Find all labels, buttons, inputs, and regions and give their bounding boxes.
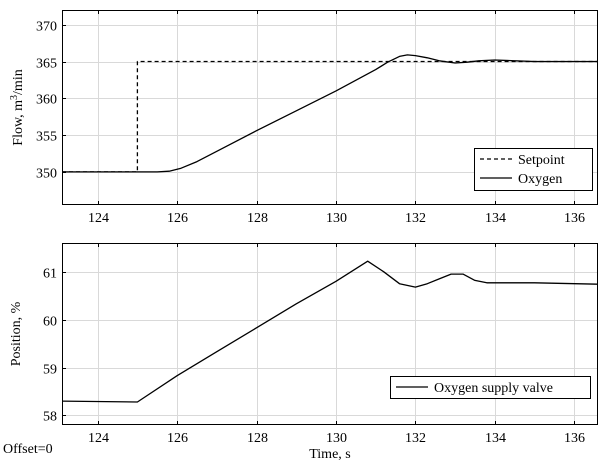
legend: Setpoint Oxygen (474, 148, 593, 191)
y-tick-label: 59 (43, 363, 57, 378)
y-axis-label: Position, % (9, 301, 24, 366)
y-tick-label: 365 (36, 57, 57, 72)
x-tick-label: 136 (564, 211, 585, 226)
x-tick-label: 130 (326, 431, 347, 446)
x-tick-label: 132 (405, 211, 426, 226)
y-axis-label: Flow, m3/min (9, 69, 27, 145)
legend: Oxygen supply valve (390, 376, 591, 399)
legend-label: Oxygen supply valve (434, 381, 553, 396)
legend-label: Oxygen (518, 172, 562, 187)
series-line-oxygen-supply-valve (61, 260, 598, 403)
x-tick-label: 134 (485, 211, 506, 226)
x-tick-label: 126 (167, 211, 188, 226)
legend-box (474, 148, 593, 191)
x-axis-label: Time, s (309, 447, 351, 462)
x-tick-label: 136 (564, 431, 585, 446)
x-tick-label: 130 (326, 211, 347, 226)
legend-box (390, 376, 591, 399)
x-tick-label: 124 (88, 211, 109, 226)
legend-label: Setpoint (518, 153, 565, 168)
x-tick-label: 128 (247, 431, 268, 446)
y-tick-label: 58 (43, 410, 57, 425)
y-tick-label: 360 (36, 93, 57, 108)
x-tick-label: 124 (88, 431, 109, 446)
y-tick-label: 355 (36, 130, 57, 145)
series-line-oxygen (62, 54, 598, 173)
flow-chart: 124 126 128 130 132 134 136 350 355 360 365 370 Flow… (9, 10, 598, 226)
y-tick-label: 370 (36, 20, 57, 35)
y-tick-label: 350 (36, 167, 57, 182)
x-tick-label: 134 (485, 431, 506, 446)
y-tick-label: 60 (43, 315, 57, 330)
x-tick-label: 132 (405, 431, 426, 446)
y-tick-label: 61 (43, 267, 57, 282)
x-tick-label: 126 (167, 431, 188, 446)
x-tick-label: 128 (247, 211, 268, 226)
offset-label: Offset=0 (3, 442, 53, 457)
position-chart: 124 126 128 130 132 134 136 58 59 60 61 Position, %… (9, 243, 598, 462)
